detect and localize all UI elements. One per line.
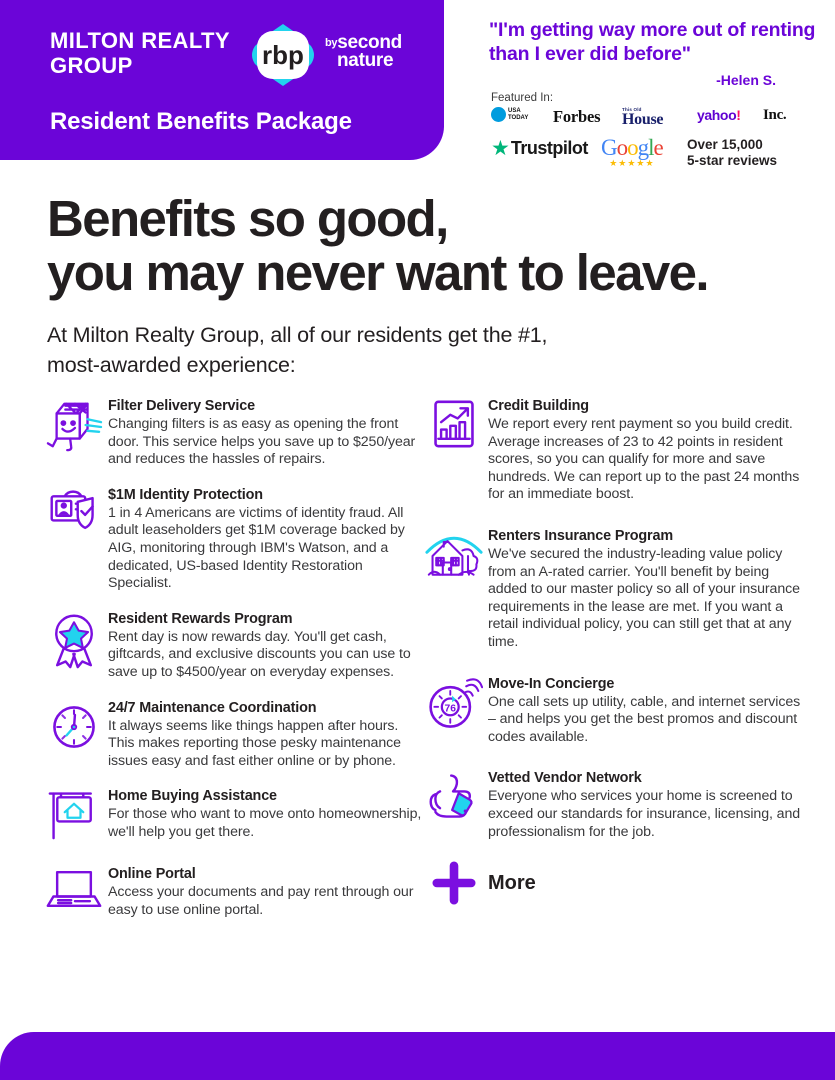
benefit-description: Everyone who services your home is scree… bbox=[488, 788, 801, 840]
second-nature-wordmark: bysecond nature bbox=[325, 32, 402, 71]
smart-thermostat-icon: 76 bbox=[420, 674, 488, 736]
clock-icon bbox=[40, 698, 108, 760]
id-badge-shield-icon bbox=[40, 485, 108, 547]
benefit-description: 1 in 4 Americans are victims of identity… bbox=[108, 504, 405, 592]
this-old-house-big: House bbox=[622, 111, 664, 128]
footer-band bbox=[0, 1032, 835, 1080]
page-subheadline: At Milton Realty Group, all of our resid… bbox=[47, 320, 647, 380]
benefit-title: 24/7 Maintenance Coordination bbox=[108, 699, 317, 716]
benefit-item: Vetted Vendor Network Everyone who servi… bbox=[420, 768, 810, 841]
benefit-title: Online Portal bbox=[108, 866, 196, 883]
laptop-icon bbox=[40, 864, 108, 926]
trustpilot-logo: ★ Trustpilot bbox=[491, 138, 588, 159]
benefit-item: Home Buying Assistance For those who wan… bbox=[40, 786, 425, 848]
benefit-item: 76 Move-In Concierge One call sets up ut… bbox=[420, 674, 810, 747]
award-ribbon-star-icon bbox=[40, 609, 108, 671]
forbes-logo: Forbes bbox=[553, 107, 601, 126]
subhead-line-1: At Milton Realty Group, all of our resid… bbox=[47, 323, 548, 347]
google-letter-G: G bbox=[601, 135, 618, 160]
benefit-title: Move-In Concierge bbox=[488, 675, 615, 692]
inc-logo: Inc. bbox=[763, 107, 787, 123]
benefit-description: One call sets up utility, cable, and int… bbox=[488, 693, 801, 745]
benefit-description: Changing filters is as easy as opening t… bbox=[108, 416, 416, 468]
benefit-description: It always seems like things happen after… bbox=[108, 717, 401, 769]
benefit-title: Filter Delivery Service bbox=[108, 398, 255, 414]
benefit-item: Renters Insurance Program We've secured … bbox=[420, 526, 810, 652]
protected-house-icon bbox=[420, 526, 488, 588]
air-filter-character-icon bbox=[40, 396, 108, 458]
package-title: Resident Benefits Package bbox=[50, 108, 352, 135]
press-logo-row: USA TODAY Forbes This Old House yahoo! I… bbox=[491, 107, 791, 131]
benefit-description: Rent day is now rewards day. You'll get … bbox=[108, 628, 411, 680]
review-count-line2: 5-star reviews bbox=[687, 153, 778, 168]
benefit-description: We report every rent payment so you buil… bbox=[488, 416, 800, 503]
thermostat-value: 76 bbox=[445, 703, 457, 714]
benefits-column-left: Filter Delivery Service Changing filters… bbox=[40, 396, 425, 926]
google-letter-o1: o bbox=[616, 135, 628, 160]
benefit-title: Vetted Vendor Network bbox=[488, 770, 642, 787]
benefit-item: Resident Rewards Program Rent day is now… bbox=[40, 609, 425, 682]
benefit-title: Renters Insurance Program bbox=[488, 527, 673, 544]
usa-today-line1: USA bbox=[508, 108, 521, 114]
trustpilot-star-icon: ★ bbox=[491, 136, 510, 160]
benefit-description: Access your documents and pay rent throu… bbox=[108, 884, 414, 918]
more-row: More bbox=[420, 861, 810, 905]
benefit-item: 24/7 Maintenance Coordination It always … bbox=[40, 698, 425, 771]
header-band bbox=[0, 0, 444, 160]
this-old-house-small: This Old bbox=[622, 107, 642, 112]
usa-today-line2: TODAY bbox=[508, 114, 529, 121]
benefit-item: $1M Identity Protection 1 in 4 Americans… bbox=[40, 485, 425, 593]
headline-line-2: you may never want to leave. bbox=[47, 244, 710, 301]
benefit-description: We've secured the industry-leading value… bbox=[488, 545, 800, 650]
plus-icon bbox=[420, 861, 488, 905]
testimonial-quote: "I'm getting way more out of renting tha… bbox=[489, 19, 816, 65]
more-label: More bbox=[488, 871, 536, 894]
usa-today-logo: USA TODAY bbox=[491, 107, 528, 122]
yahoo-label: yahoo bbox=[697, 107, 737, 123]
company-name: MILTON REALTY GROUP bbox=[50, 28, 230, 78]
house-for-sale-sign-icon bbox=[40, 786, 108, 848]
review-count-line1: Over 15,000 bbox=[687, 137, 763, 152]
google-letter-l: l bbox=[648, 135, 654, 160]
yahoo-mark: ! bbox=[736, 107, 741, 123]
benefit-title: Resident Rewards Program bbox=[108, 610, 293, 627]
bar-chart-growth-icon bbox=[420, 396, 488, 458]
benefits-column-right: Credit Building We report every rent pay… bbox=[420, 396, 810, 905]
review-logo-row: ★ Trustpilot Google ★★★★★ Over 15,000 5-… bbox=[491, 136, 791, 168]
headline-line-1: Benefits so good, bbox=[47, 190, 449, 247]
rbp-logo-svg: rbp bbox=[252, 24, 314, 86]
google-letter-e: e bbox=[653, 135, 664, 160]
benefit-item: Credit Building We report every rent pay… bbox=[420, 396, 810, 504]
rbp-mark-text: rbp bbox=[262, 40, 304, 70]
brand-line-1: second bbox=[337, 32, 402, 53]
rbp-logo: rbp bbox=[243, 22, 323, 88]
trustpilot-label: Trustpilot bbox=[510, 138, 589, 158]
page-headline: Benefits so good, you may never want to … bbox=[47, 192, 807, 300]
thumbs-up-icon bbox=[420, 768, 488, 830]
usa-today-dot-icon bbox=[491, 107, 506, 122]
benefit-title: Credit Building bbox=[488, 398, 589, 414]
benefit-item: Online Portal Access your documents and … bbox=[40, 864, 425, 926]
review-count: Over 15,000 5-star reviews bbox=[687, 137, 777, 169]
testimonial-attribution: -Helen S. bbox=[716, 72, 776, 88]
featured-in-label: Featured In: bbox=[491, 92, 554, 104]
yahoo-logo: yahoo! bbox=[697, 107, 741, 123]
by-label: by bbox=[325, 37, 338, 49]
this-old-house-logo: This Old House bbox=[622, 107, 664, 128]
subhead-line-2: most-awarded experience: bbox=[47, 353, 296, 377]
brand-line-2: nature bbox=[337, 50, 394, 71]
google-letter-o2: o bbox=[627, 135, 638, 160]
benefit-title: $1M Identity Protection bbox=[108, 486, 263, 503]
google-letter-g: g bbox=[637, 135, 649, 160]
benefit-description: For those who want to move onto homeowne… bbox=[108, 806, 422, 840]
google-logo: Google ★★★★★ bbox=[601, 135, 664, 168]
benefit-title: Home Buying Assistance bbox=[108, 788, 277, 805]
google-star-rating: ★★★★★ bbox=[609, 158, 655, 168]
benefit-item: Filter Delivery Service Changing filters… bbox=[40, 396, 425, 469]
